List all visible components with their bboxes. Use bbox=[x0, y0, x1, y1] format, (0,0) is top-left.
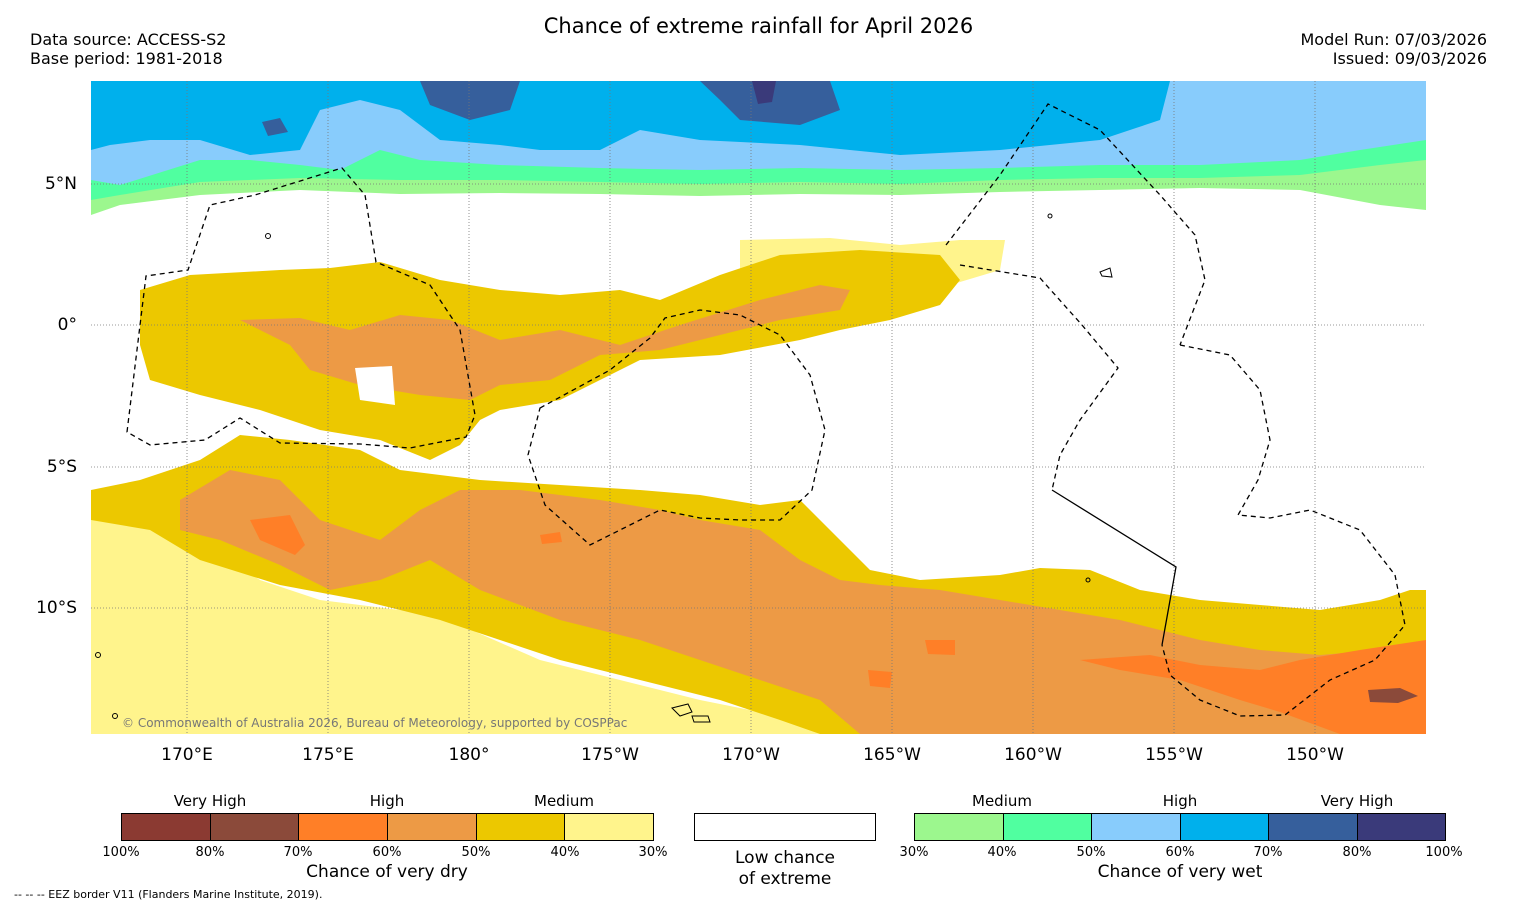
wet-swatch-2 bbox=[1003, 814, 1092, 840]
dry-tick-100: 100% bbox=[102, 845, 140, 860]
base-period: Base period: 1981-2018 bbox=[30, 49, 223, 68]
header-left: Data source: ACCESS-S2 Base period: 1981… bbox=[30, 30, 226, 68]
wet-category-very-high: Very High bbox=[1320, 792, 1394, 810]
map-fields bbox=[91, 81, 1426, 734]
wet-category-medium: Medium bbox=[972, 792, 1032, 810]
dry-category-very-high: Very High bbox=[173, 792, 247, 810]
lat-label-equator: 0° bbox=[57, 315, 77, 335]
dry-colorbar bbox=[121, 813, 654, 841]
wet-tick-60: 60% bbox=[1165, 845, 1195, 860]
lon-label-175e: 175°E bbox=[302, 745, 354, 765]
dry-legend-label: Chance of very dry bbox=[306, 862, 468, 882]
dry-tick-80: 80% bbox=[195, 845, 225, 860]
lon-label-160w: 160°W bbox=[1004, 745, 1062, 765]
lon-label-155w: 155°W bbox=[1145, 745, 1203, 765]
low-chance-line-2: of extreme bbox=[738, 869, 832, 889]
dry-swatch-5 bbox=[476, 814, 566, 840]
dry-swatch-1 bbox=[122, 814, 211, 840]
lon-label-150w: 150°W bbox=[1286, 745, 1344, 765]
model-run: Model Run: 07/03/2026 bbox=[1300, 30, 1488, 49]
copyright-notice: © Commonwealth of Australia 2026, Bureau… bbox=[122, 716, 628, 730]
wet-tick-50: 50% bbox=[1076, 845, 1106, 860]
low-chance-line-1: Low chance bbox=[735, 848, 835, 868]
dry-category-high: High bbox=[369, 792, 405, 810]
wet-field-70 bbox=[262, 81, 840, 136]
eez-borders bbox=[126, 103, 1406, 717]
data-source: Data source: ACCESS-S2 bbox=[30, 30, 227, 49]
wet-tick-80: 80% bbox=[1342, 845, 1372, 860]
wet-tick-30: 30% bbox=[899, 845, 929, 860]
low-chance-swatch bbox=[694, 813, 876, 841]
wet-swatch-5 bbox=[1269, 814, 1358, 840]
dry-swatch-4 bbox=[388, 814, 477, 840]
wet-tick-40: 40% bbox=[987, 845, 1017, 860]
dry-tick-60: 60% bbox=[372, 845, 402, 860]
wet-colorbar bbox=[914, 813, 1446, 841]
rainfall-map bbox=[91, 81, 1426, 734]
dry-field-30-south bbox=[91, 490, 820, 734]
dry-tick-30: 30% bbox=[638, 845, 668, 860]
wet-legend-label: Chance of very wet bbox=[1097, 862, 1263, 882]
dry-swatch-6 bbox=[565, 814, 654, 840]
issued-date: Issued: 09/03/2026 bbox=[1332, 49, 1487, 68]
wet-swatch-6 bbox=[1357, 814, 1445, 840]
low-chance-label: Low chance of extreme bbox=[735, 848, 835, 890]
lat-label-5s: 5°S bbox=[46, 457, 77, 477]
island-outlines bbox=[95, 213, 1113, 723]
dry-swatch-2 bbox=[210, 814, 300, 840]
wet-tick-70: 70% bbox=[1253, 845, 1283, 860]
dry-field-50-equator bbox=[240, 285, 850, 400]
wet-swatch-4 bbox=[1180, 814, 1269, 840]
lon-label-170e: 170°E bbox=[161, 745, 213, 765]
lon-label-180: 180° bbox=[448, 745, 490, 765]
wet-category-high: High bbox=[1162, 792, 1198, 810]
graticule bbox=[91, 81, 1426, 734]
map-title: Chance of extreme rainfall for April 202… bbox=[543, 14, 974, 38]
lat-label-10s: 10°S bbox=[36, 598, 77, 618]
wet-field-80 bbox=[752, 81, 776, 104]
dry-tick-50: 50% bbox=[461, 845, 491, 860]
dry-field-80-south bbox=[1368, 688, 1418, 703]
lon-label-165w: 165°W bbox=[863, 745, 921, 765]
wet-swatch-1 bbox=[915, 814, 1004, 840]
lon-label-170w: 170°W bbox=[722, 745, 780, 765]
dry-field-60-south bbox=[250, 515, 1426, 734]
wet-tick-100: 100% bbox=[1425, 845, 1463, 860]
dry-tick-40: 40% bbox=[550, 845, 580, 860]
eez-footnote: -- -- -- EEZ border V11 (Flanders Marine… bbox=[14, 888, 323, 901]
wet-swatch-3 bbox=[1092, 814, 1181, 840]
lat-label-5n: 5°N bbox=[44, 174, 77, 194]
low-chance-hole bbox=[355, 366, 395, 405]
dry-swatch-3 bbox=[299, 814, 389, 840]
lon-label-175w: 175°W bbox=[581, 745, 639, 765]
eez-solid-border bbox=[1051, 489, 1177, 646]
dry-category-medium: Medium bbox=[534, 792, 594, 810]
header-right: Model Run: 07/03/2026 Issued: 09/03/2026 bbox=[1301, 30, 1488, 68]
dry-tick-70: 70% bbox=[283, 845, 313, 860]
wet-field-60 bbox=[91, 81, 1170, 155]
